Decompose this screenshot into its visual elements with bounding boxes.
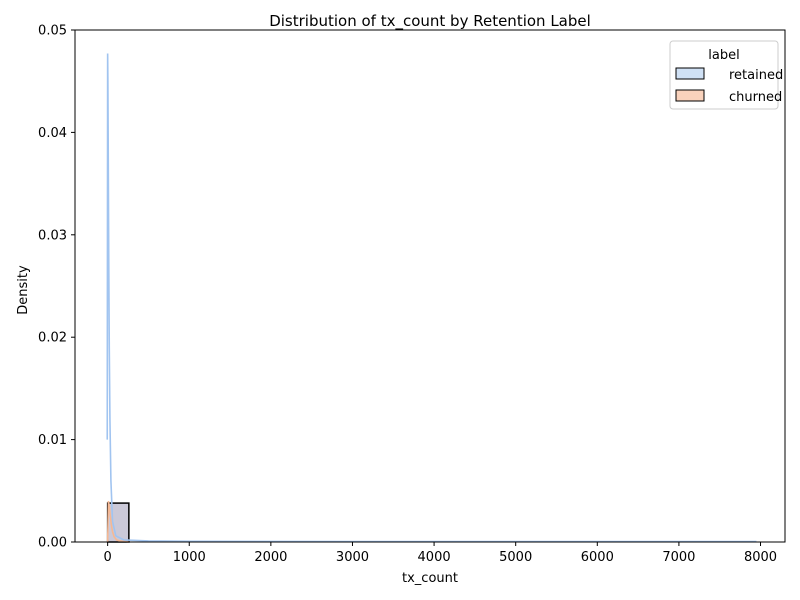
x-tick-label: 1000	[173, 550, 206, 565]
y-tick-label: 0.01	[38, 433, 67, 448]
x-tick-label: 6000	[581, 550, 614, 565]
x-tick-label: 3000	[336, 550, 369, 565]
x-axis: 0 1000 2000 3000 4000 5000 6000 7000 8000	[104, 542, 777, 565]
plot-area	[106, 53, 757, 543]
y-tick-label: 0.00	[38, 536, 67, 551]
y-axis-label: Density	[16, 265, 31, 315]
x-tick-label: 5000	[499, 550, 532, 565]
x-tick-label: 0	[104, 550, 112, 565]
legend: label retained churned	[669, 40, 783, 110]
y-tick-label: 0.02	[38, 331, 67, 346]
legend-label-retained: retained	[729, 68, 783, 83]
legend-label-churned: churned	[729, 90, 782, 105]
y-axis: 0.00 0.01 0.02 0.03 0.04 0.05	[38, 24, 75, 551]
x-tick-label: 7000	[662, 550, 695, 565]
legend-title: label	[708, 48, 739, 63]
plot-frame	[74, 29, 786, 543]
chart-title: Distribution of tx_count by Retention La…	[269, 12, 591, 31]
x-axis-label: tx_count	[402, 571, 458, 586]
x-tick-label: 8000	[744, 550, 777, 565]
y-tick-label: 0.03	[38, 228, 67, 243]
kde-line-retained	[106, 53, 757, 543]
y-tick-label: 0.05	[38, 24, 67, 39]
x-tick-label: 2000	[254, 550, 287, 565]
x-tick-label: 4000	[418, 550, 451, 565]
legend-swatch-retained	[675, 67, 705, 80]
kde-line-churned	[106, 500, 129, 543]
y-tick-label: 0.04	[38, 126, 67, 141]
legend-swatch-churned	[675, 89, 705, 102]
